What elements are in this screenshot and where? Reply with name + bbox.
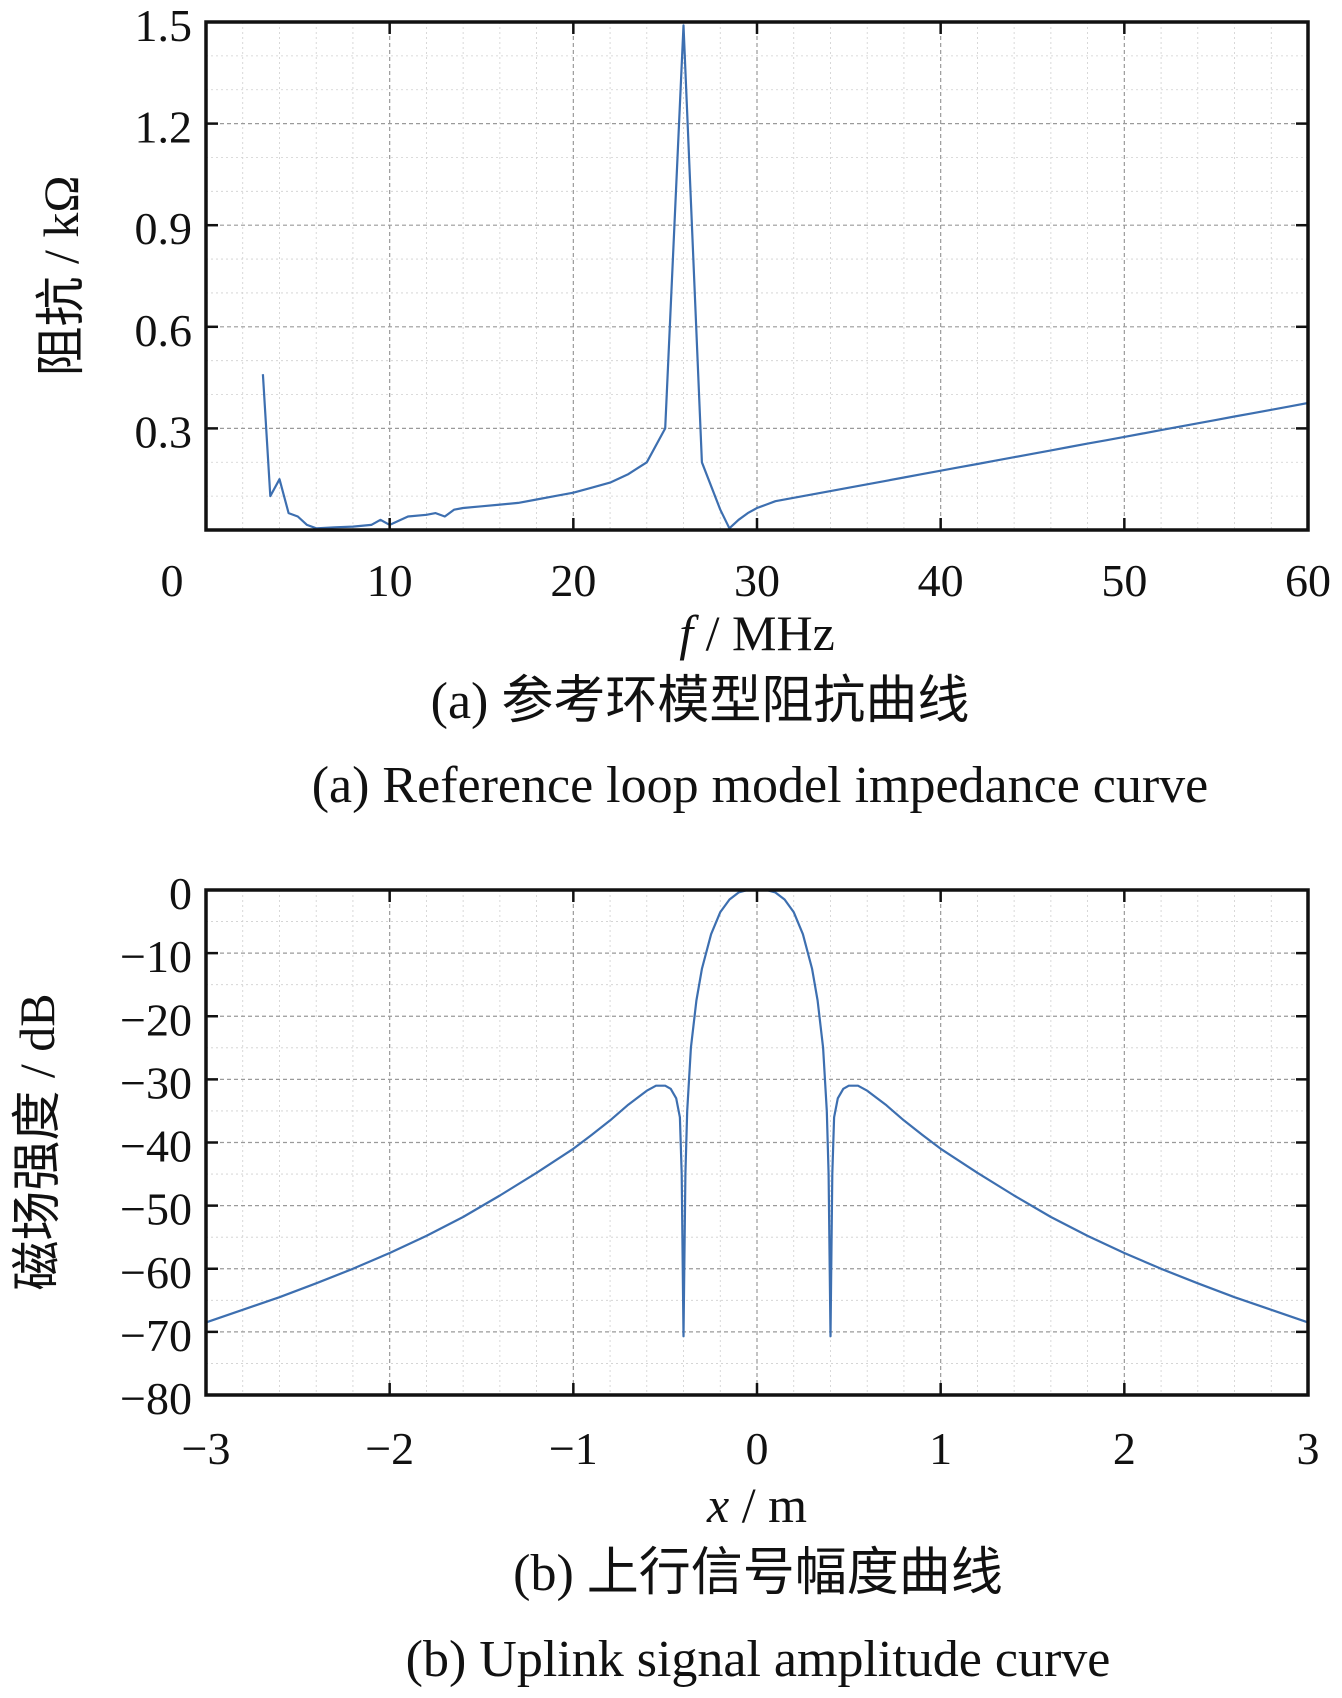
grid [205,889,1309,1396]
ticks: −3 −2 −1 0 1 2 30−10−20−30−40−50−60−70−80 [120,868,1319,1474]
x-axis-label: x / m [706,1477,807,1533]
x-axis-label: f / MHz [679,605,835,661]
x-tick-label: −1 [549,1423,598,1474]
y-tick-label: 0.6 [135,305,193,356]
panel-b: −3 −2 −1 0 1 2 30−10−20−30−40−50−60−70−80x / m… [9,868,1320,1688]
x-axis-unit: / m [729,1477,807,1533]
series-line-0 [261,24,1308,530]
x-tick-label: 0 [161,555,184,606]
x-axis-unit: / MHz [693,605,835,661]
panel-a: 0 10 20 30 40 50 60 0.3 0.6 0.9 1.2 1.5 f / MHz 阻抗 / … [33,0,1332,814]
y-tick-label: 0 [169,868,192,919]
y-tick-label: 1.5 [135,0,193,51]
y-tick-label: −40 [120,1121,192,1172]
x-tick-label: 20 [550,555,596,606]
y-tick-label: −60 [120,1247,192,1298]
y-tick-label: −50 [120,1184,192,1235]
caption-english: (a) Reference loop model impedance curve [312,757,1209,814]
y-tick-label: −80 [120,1373,192,1424]
x-tick-label: −3 [182,1423,231,1474]
x-tick-label: 30 [734,555,780,606]
y-tick-label: 0.9 [135,203,193,254]
y-tick-label: −10 [120,931,192,982]
grid [205,21,1309,531]
ticks: 0 10 20 30 40 50 60 0.3 0.6 0.9 1.2 1.5 [135,0,1332,606]
x-tick-label: 0 [746,1423,769,1474]
y-tick-label: 1.2 [135,102,193,153]
x-tick-label: 50 [1101,555,1147,606]
x-tick-label: 40 [918,555,964,606]
caption-chinese: (b) 上行信号幅度曲线 [513,1545,1003,1602]
y-tick-label: −30 [120,1057,192,1108]
y-tick-label: −20 [120,994,192,1045]
x-tick-label: 60 [1285,555,1331,606]
y-tick-label: −70 [120,1310,192,1361]
x-axis-variable: x [706,1477,729,1533]
y-tick-label: 0.3 [135,406,193,457]
x-tick-label: −2 [365,1423,414,1474]
x-tick-label: 1 [929,1423,952,1474]
x-tick-label: 3 [1297,1423,1320,1474]
x-tick-label: 10 [367,555,413,606]
caption-chinese: (a) 参考环模型阻抗曲线 [431,673,970,730]
series-line-0 [206,890,1308,1338]
x-tick-label: 2 [1113,1423,1136,1474]
caption-english: (b) Uplink signal amplitude curve [406,1631,1111,1688]
y-axis-label: 阻抗 / kΩ [33,175,89,376]
y-axis-label: 磁场强度 / dB [9,993,65,1290]
